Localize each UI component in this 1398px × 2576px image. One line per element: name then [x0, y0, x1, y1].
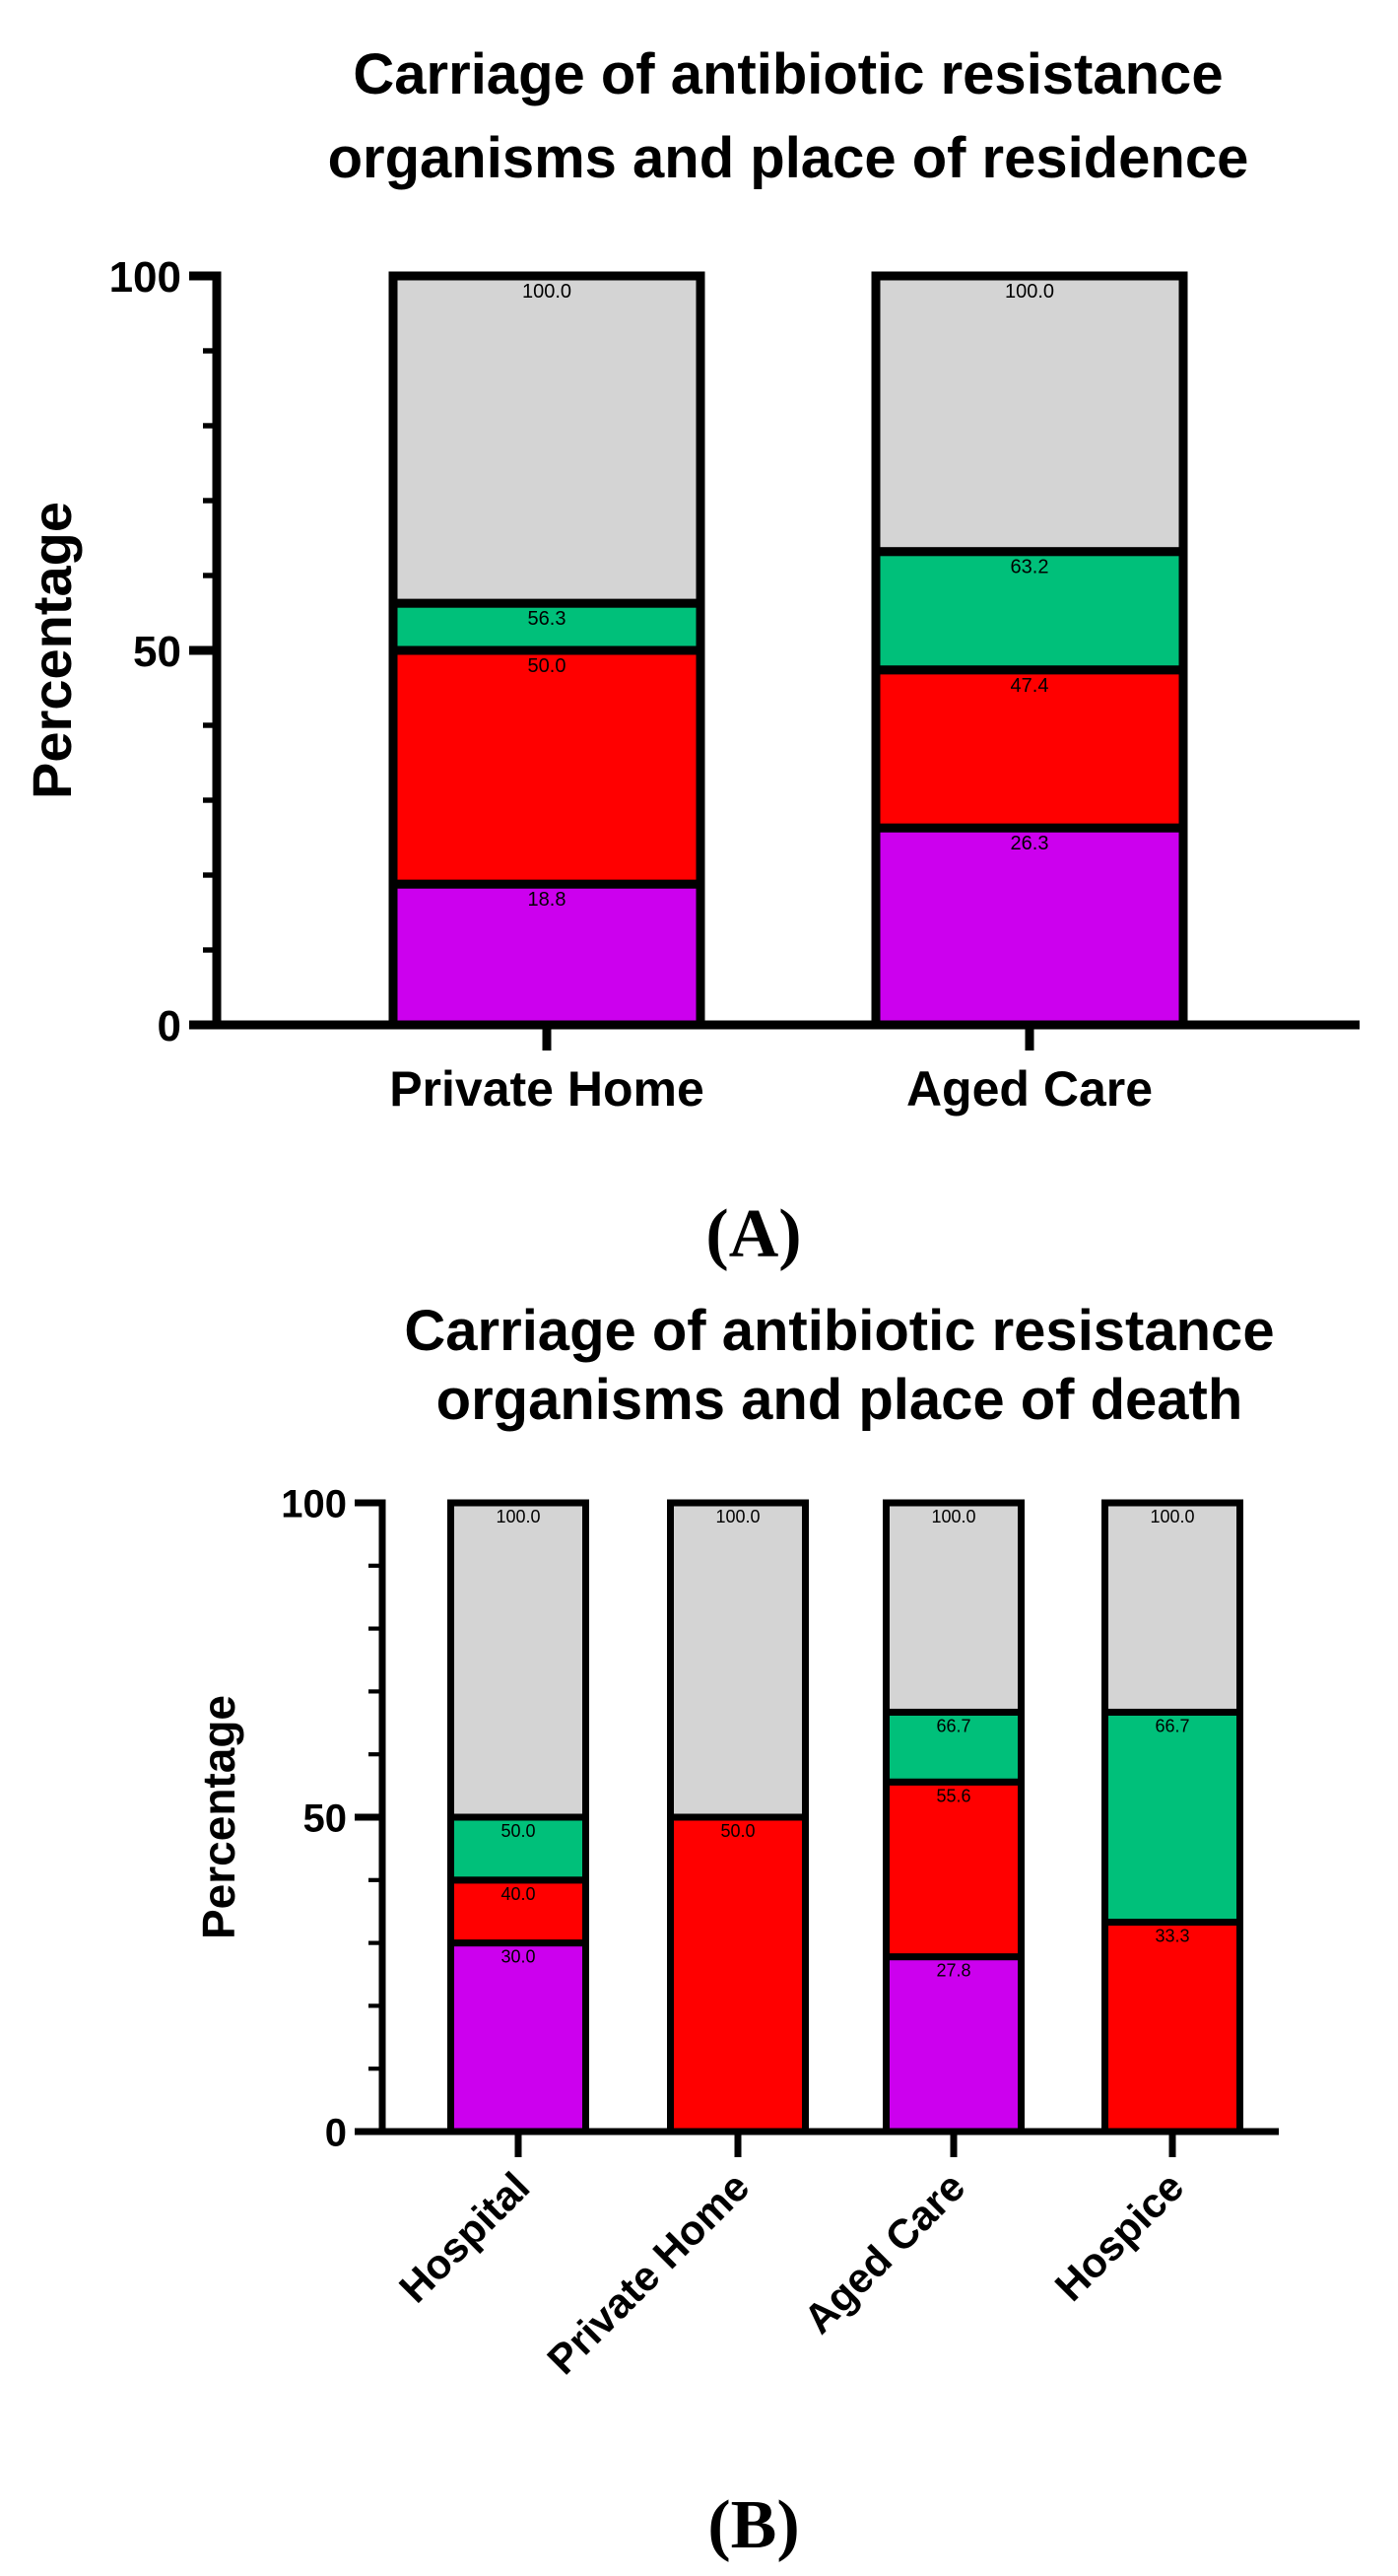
bar-segment [871, 547, 1188, 675]
bar-segment [388, 598, 705, 655]
y-axis-label: Percentage [21, 502, 83, 799]
bar-segment [883, 1953, 1025, 2135]
bar-segment [883, 1778, 1025, 1961]
data-label: 100.0 [496, 1507, 540, 1526]
data-label: 66.7 [1155, 1716, 1189, 1735]
chart-a: Carriage of antibiotic resistance organis… [21, 42, 1360, 1272]
y-tick-label: 0 [158, 1002, 181, 1051]
y-tick-label: 100 [281, 1482, 347, 1525]
panel-label: (A) [705, 1196, 801, 1272]
data-label: 18.8 [528, 889, 566, 911]
bar-segment [871, 823, 1188, 1030]
panel-label: (B) [707, 2487, 799, 2563]
y-tick-label: 0 [325, 2111, 347, 2154]
y-tick-label: 50 [133, 628, 181, 676]
data-label: 33.3 [1155, 1927, 1189, 1946]
data-label: 100.0 [715, 1507, 760, 1526]
chart-title: organisms and place of death [436, 1368, 1243, 1432]
bar-segment [883, 1499, 1025, 1716]
bar-segment [447, 1813, 589, 1884]
y-tick-label: 50 [303, 1796, 348, 1840]
data-label: 100.0 [931, 1507, 975, 1526]
data-label: 55.6 [936, 1786, 970, 1805]
x-category-label: Aged Care [906, 1061, 1153, 1117]
data-label: 66.7 [936, 1716, 970, 1735]
x-category-label: Private Home [389, 1061, 704, 1117]
data-label: 50.0 [528, 655, 566, 677]
data-label: 47.4 [1011, 675, 1049, 697]
data-label: 50.0 [500, 1821, 535, 1841]
data-label: 27.8 [936, 1961, 970, 1981]
data-label: 26.3 [1011, 833, 1049, 854]
bar-segment [447, 1499, 589, 1821]
y-axis-label: Percentage [193, 1695, 244, 1939]
chart-b: Carriage of antibiotic resistanceorganis… [193, 1299, 1279, 2563]
data-label: 30.0 [500, 1947, 535, 1967]
x-category-label: Private Home [538, 2163, 758, 2383]
bar-segment [1101, 1499, 1243, 1716]
bar-segment [388, 271, 705, 608]
data-label: 56.3 [528, 608, 566, 630]
data-label: 50.0 [720, 1821, 755, 1841]
data-label: 40.0 [500, 1884, 535, 1904]
chart-title: Carriage of antibiotic resistance [353, 42, 1223, 106]
data-label: 63.2 [1011, 557, 1049, 578]
data-label: 100.0 [1150, 1507, 1194, 1526]
bar-segment [388, 645, 705, 889]
bar-segment [447, 1876, 589, 1947]
x-category-label: Aged Care [795, 2163, 974, 2342]
y-tick-label: 100 [109, 253, 181, 302]
bar-segment [667, 1813, 809, 2135]
data-label: 100.0 [522, 281, 571, 303]
data-label: 100.0 [1005, 281, 1054, 303]
bar-segment [447, 1939, 589, 2135]
bar-segment [667, 1499, 809, 1821]
chart-title: organisms and place of residence [328, 126, 1249, 190]
bar-segment [871, 271, 1188, 557]
bar-segment [1101, 1919, 1243, 2135]
x-category-label: Hospital [390, 2163, 538, 2311]
bar-segment [1101, 1708, 1243, 1927]
chart-title: Carriage of antibiotic resistance [404, 1299, 1274, 1363]
x-category-label: Hospice [1046, 2163, 1193, 2310]
